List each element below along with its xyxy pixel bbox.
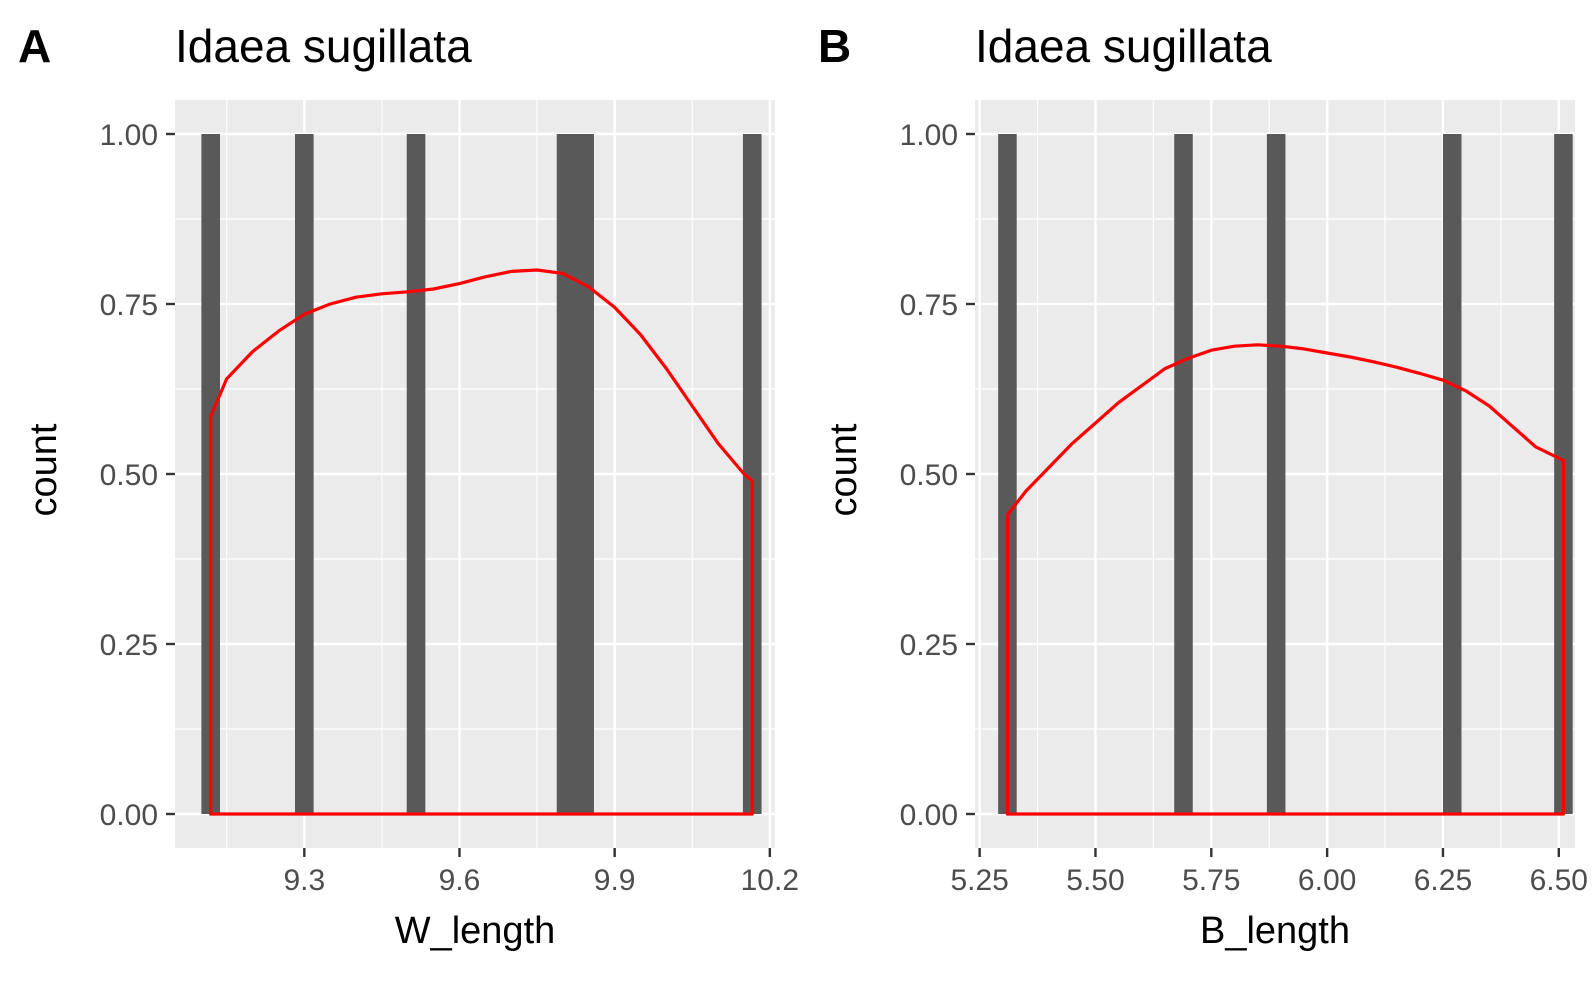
y-tick-label: 0.00	[100, 799, 158, 832]
y-axis-title: count	[23, 423, 65, 516]
x-tick-label: 9.6	[439, 864, 481, 897]
panel-a: 9.3 9.6 9.9 10.2 0.00 0.25 0.50 0.75 1.00 W_lengt…	[18, 20, 799, 952]
y-tick-label: 1.00	[100, 119, 158, 152]
y-tick-label: 0.75	[100, 289, 158, 322]
histogram-bar	[1266, 134, 1286, 814]
x-tick-label: 5.25	[950, 864, 1008, 897]
x-tick-label: 9.3	[283, 864, 325, 897]
x-tick-label: 6.25	[1414, 864, 1472, 897]
y-tick-label: 0.50	[900, 459, 958, 492]
x-tick-label: 5.50	[1066, 864, 1124, 897]
x-tick-label: 9.9	[594, 864, 636, 897]
x-tick-label: 6.00	[1298, 864, 1356, 897]
histogram-bar	[1442, 134, 1462, 814]
density-curve	[1005, 343, 1565, 816]
histogram-bar	[406, 134, 426, 814]
histogram-bar	[295, 134, 314, 814]
y-axis-title: count	[823, 423, 865, 516]
y-tick-label: 0.00	[900, 799, 958, 832]
histogram-bar	[1174, 134, 1193, 814]
y-tick-label: 0.25	[900, 629, 958, 662]
panel-tag: A	[18, 20, 51, 72]
x-axis-title: B_length	[1200, 910, 1350, 952]
histogram-bar	[998, 134, 1017, 814]
panel-tag: B	[818, 20, 851, 72]
panel-b: 5.25 5.50 5.75 6.00 6.25 6.50 0.00 0.25 0.50 0.75…	[818, 20, 1588, 952]
x-tick-label: 6.50	[1530, 864, 1588, 897]
histogram-bar	[556, 134, 594, 814]
histogram-bar	[742, 134, 762, 814]
chart-title: Idaea sugillata	[175, 20, 472, 72]
y-tick-label: 1.00	[900, 119, 958, 152]
y-tick-label: 0.50	[100, 459, 158, 492]
y-tick-label: 0.25	[100, 629, 158, 662]
density-curve	[209, 268, 754, 816]
x-tick-label: 10.2	[741, 864, 799, 897]
chart-title: Idaea sugillata	[975, 20, 1272, 72]
x-tick-label: 5.75	[1182, 864, 1240, 897]
x-axis-title: W_length	[395, 910, 556, 952]
y-tick-label: 0.75	[900, 289, 958, 322]
